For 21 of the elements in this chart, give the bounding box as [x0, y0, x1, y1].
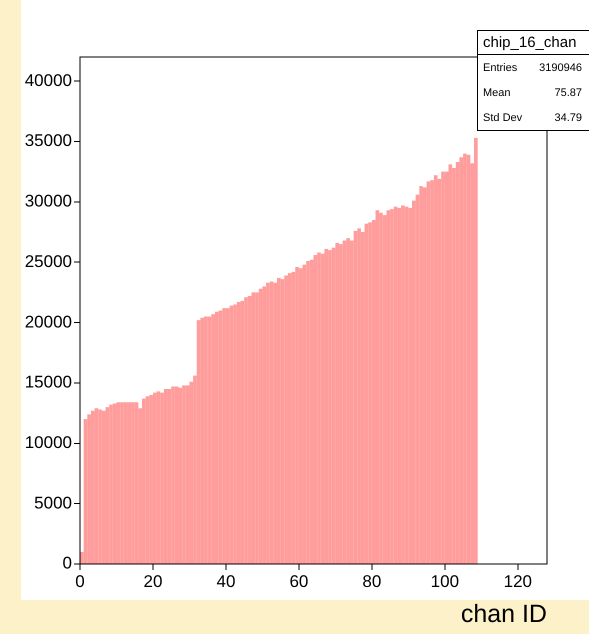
- text: Std Dev 34.79: [483, 112, 582, 124]
- x-axis-title: chan ID: [460, 600, 547, 628]
- text: Entries 3190946: [483, 62, 582, 74]
- y-tick-label: 35000: [24, 131, 72, 150]
- chart-title: chip_16_chan: [478, 31, 589, 55]
- y-tick-label: 30000: [24, 192, 72, 211]
- y-tick-label: 25000: [24, 252, 72, 271]
- x-tick-label: 20: [144, 572, 162, 591]
- text: Mean 75.87: [483, 86, 582, 98]
- y-tick-label: 0: [62, 554, 72, 573]
- y-tick-label: 15000: [24, 372, 72, 392]
- x-tick-label: 100: [430, 572, 460, 591]
- y-tick-label: 5000: [34, 493, 72, 512]
- x-tick-label: 0: [75, 572, 85, 591]
- y-tick-label: 40000: [24, 70, 72, 90]
- x-tick-label: 40: [216, 572, 236, 591]
- x-tick-label: 60: [289, 572, 308, 591]
- x-tick-label: 80: [362, 572, 382, 591]
- x-tick-label: 120: [504, 572, 532, 591]
- y-tick-label: 20000: [24, 312, 72, 332]
- y-tick-label: 10000: [24, 432, 72, 452]
